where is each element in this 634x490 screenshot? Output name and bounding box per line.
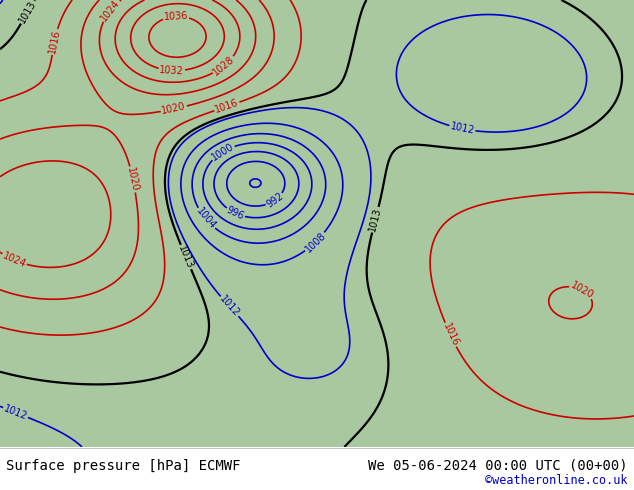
Text: 1016: 1016 — [47, 29, 62, 55]
Text: 1020: 1020 — [569, 280, 595, 300]
Text: 1012: 1012 — [3, 403, 29, 422]
Text: 1000: 1000 — [210, 141, 236, 163]
Text: 1004: 1004 — [194, 206, 217, 231]
Polygon shape — [0, 0, 634, 447]
Text: 1020: 1020 — [126, 166, 140, 193]
Text: 1012: 1012 — [449, 122, 476, 136]
Text: 992: 992 — [264, 191, 285, 210]
Text: 1016: 1016 — [214, 98, 240, 115]
Text: ©weatheronline.co.uk: ©weatheronline.co.uk — [485, 473, 628, 487]
Text: 1028: 1028 — [211, 54, 236, 77]
Text: 1024: 1024 — [1, 250, 27, 270]
Text: 1020: 1020 — [161, 101, 187, 117]
Text: 1013: 1013 — [368, 207, 383, 233]
Text: 1024: 1024 — [99, 0, 122, 23]
Text: 1008: 1008 — [303, 230, 328, 254]
Text: 996: 996 — [225, 205, 246, 221]
Text: 1012: 1012 — [217, 294, 242, 319]
Text: 1032: 1032 — [159, 65, 184, 76]
Text: 1013: 1013 — [176, 244, 195, 270]
Text: 1036: 1036 — [164, 11, 188, 22]
Text: Surface pressure [hPa] ECMWF: Surface pressure [hPa] ECMWF — [6, 459, 241, 473]
Text: 1013: 1013 — [17, 0, 38, 25]
Text: We 05-06-2024 00:00 UTC (00+00): We 05-06-2024 00:00 UTC (00+00) — [368, 459, 628, 473]
Text: 1016: 1016 — [441, 321, 460, 348]
